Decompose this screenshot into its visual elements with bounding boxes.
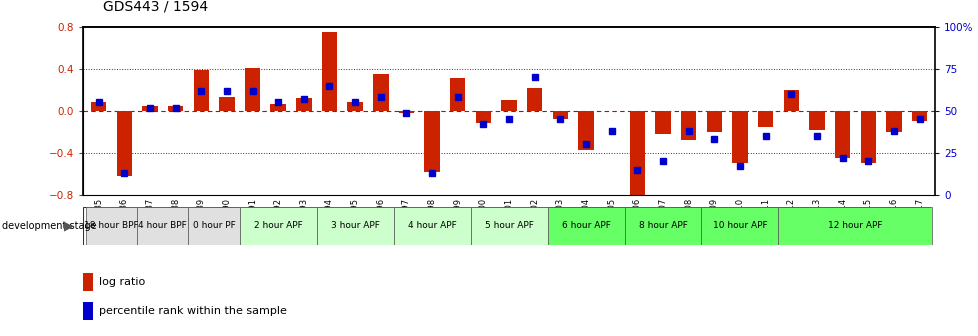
Text: 8 hour APF: 8 hour APF bbox=[638, 221, 687, 230]
Bar bbox=[706, 111, 721, 132]
Bar bbox=[885, 111, 901, 132]
Text: percentile rank within the sample: percentile rank within the sample bbox=[99, 306, 287, 317]
Bar bbox=[398, 111, 414, 113]
Bar bbox=[424, 111, 439, 172]
Bar bbox=[83, 273, 93, 291]
Bar bbox=[911, 111, 926, 121]
Text: 10 hour APF: 10 hour APF bbox=[712, 221, 767, 230]
Bar bbox=[547, 207, 624, 245]
Text: development stage: development stage bbox=[2, 221, 97, 231]
Bar bbox=[194, 70, 208, 111]
Bar bbox=[295, 98, 311, 111]
Text: 5 hour APF: 5 hour APF bbox=[484, 221, 533, 230]
Bar bbox=[244, 68, 260, 111]
Bar bbox=[219, 97, 235, 111]
Bar bbox=[142, 106, 157, 111]
Text: 2 hour APF: 2 hour APF bbox=[253, 221, 302, 230]
Bar bbox=[450, 78, 465, 111]
Bar bbox=[86, 207, 137, 245]
Bar bbox=[624, 207, 701, 245]
Bar bbox=[501, 100, 516, 111]
Bar bbox=[475, 111, 491, 124]
Bar bbox=[654, 111, 670, 134]
Bar bbox=[116, 111, 132, 176]
Bar bbox=[526, 88, 542, 111]
Bar bbox=[578, 111, 593, 150]
Bar bbox=[137, 207, 188, 245]
Text: 4 hour APF: 4 hour APF bbox=[407, 221, 456, 230]
Bar bbox=[322, 32, 336, 111]
Text: 4 hour BPF: 4 hour BPF bbox=[138, 221, 187, 230]
Bar bbox=[757, 111, 773, 127]
Text: 6 hour APF: 6 hour APF bbox=[561, 221, 610, 230]
Bar bbox=[732, 111, 747, 163]
Bar bbox=[270, 103, 286, 111]
Bar bbox=[701, 207, 778, 245]
Bar bbox=[83, 302, 93, 320]
Bar bbox=[553, 111, 567, 119]
Bar bbox=[240, 207, 316, 245]
Bar bbox=[470, 207, 547, 245]
Text: 0 hour PF: 0 hour PF bbox=[193, 221, 235, 230]
Bar bbox=[809, 111, 823, 130]
Text: 3 hour APF: 3 hour APF bbox=[331, 221, 379, 230]
Bar bbox=[860, 111, 875, 163]
Bar bbox=[167, 106, 183, 111]
Text: ▶: ▶ bbox=[64, 219, 73, 233]
Bar bbox=[188, 207, 240, 245]
Bar bbox=[393, 207, 470, 245]
Bar bbox=[373, 74, 388, 111]
Text: log ratio: log ratio bbox=[99, 278, 145, 287]
Text: 12 hour APF: 12 hour APF bbox=[827, 221, 882, 230]
Bar bbox=[782, 90, 798, 111]
Text: GDS443 / 1594: GDS443 / 1594 bbox=[103, 0, 207, 13]
Text: 18 hour BPF: 18 hour BPF bbox=[84, 221, 139, 230]
Bar bbox=[316, 207, 393, 245]
Bar bbox=[629, 111, 645, 197]
Bar bbox=[91, 102, 107, 111]
Bar bbox=[681, 111, 695, 140]
Bar bbox=[834, 111, 850, 158]
Bar bbox=[347, 102, 363, 111]
Bar bbox=[778, 207, 931, 245]
